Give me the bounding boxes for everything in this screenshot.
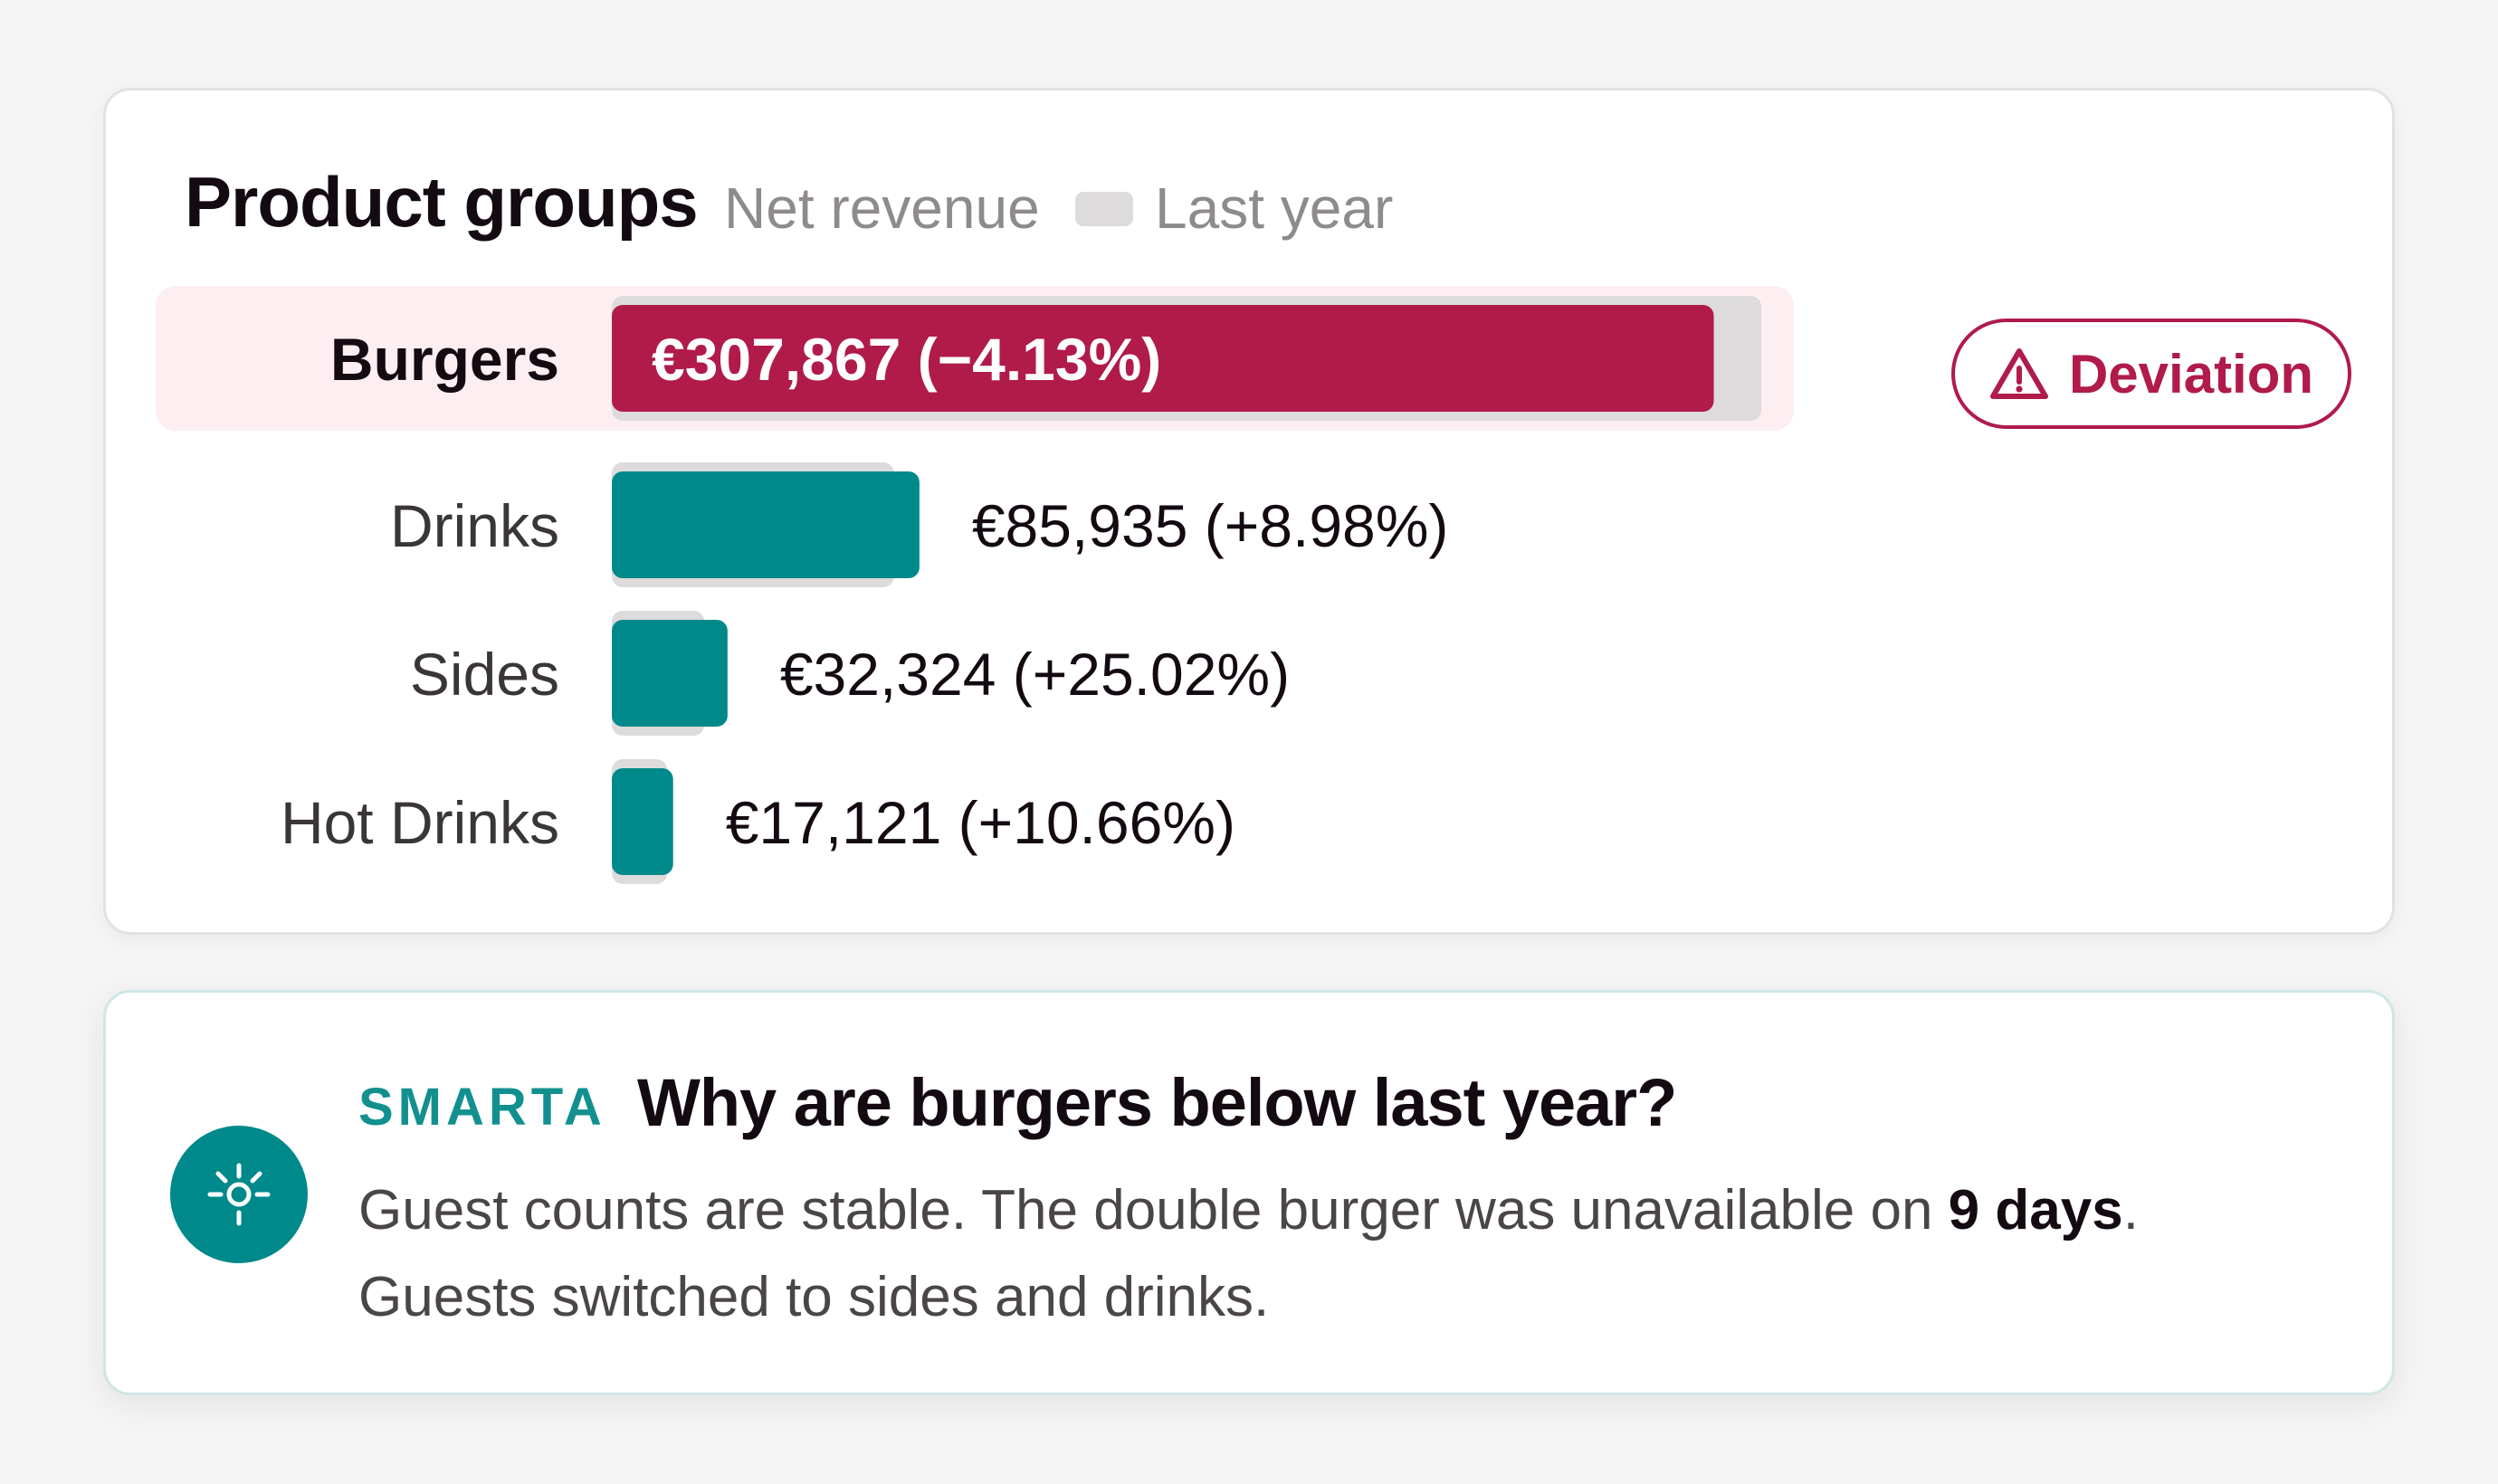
value-label-sides: €32,324 (+25.02%): [780, 641, 1290, 708]
category-label-hot-drinks: Hot Drinks: [281, 789, 559, 856]
insight-body-text: Guest counts are stable. The double burg…: [358, 1179, 1949, 1241]
insight-avatar: [170, 1126, 308, 1263]
category-label-sides: Sides: [410, 641, 559, 708]
bar-hot-drinks: [612, 768, 673, 875]
category-label-drinks: Drinks: [390, 492, 559, 559]
deviation-label: Deviation: [2068, 343, 2314, 404]
value-label-hot-drinks: €17,121 (+10.66%): [726, 789, 1235, 856]
chart-title: Product groups: [185, 162, 699, 242]
bar-drinks: [612, 471, 920, 578]
insight-body-highlight: 9 days: [1948, 1179, 2123, 1241]
insight-body-text-end: . Guests switched to sides and drinks.: [358, 1179, 2139, 1328]
lightbulb-icon: [207, 1163, 271, 1226]
legend-swatch-last-year: [1075, 192, 1133, 226]
value-label-drinks: €85,935 (+8.98%): [972, 492, 1449, 559]
value-label-burgers: €307,867 (−4.13%): [652, 326, 1161, 393]
warning-triangle-icon: [1989, 348, 2048, 399]
bar-sides: [612, 620, 728, 727]
category-label-burgers: Burgers: [330, 326, 559, 393]
insight-card: [103, 990, 2395, 1395]
metric-label: Net revenue: [724, 176, 1040, 241]
insight-question: Why are burgers below last year?: [637, 1065, 1677, 1140]
deviation-badge[interactable]: Deviation: [1951, 319, 2351, 429]
insight-brand: SMARTA: [358, 1078, 606, 1137]
product-groups-card: [103, 88, 2395, 935]
insight-body: Guest counts are stable. The double burg…: [358, 1167, 2331, 1341]
bar-burgers: [612, 305, 1714, 412]
legend-label-last-year: Last year: [1155, 176, 1394, 241]
